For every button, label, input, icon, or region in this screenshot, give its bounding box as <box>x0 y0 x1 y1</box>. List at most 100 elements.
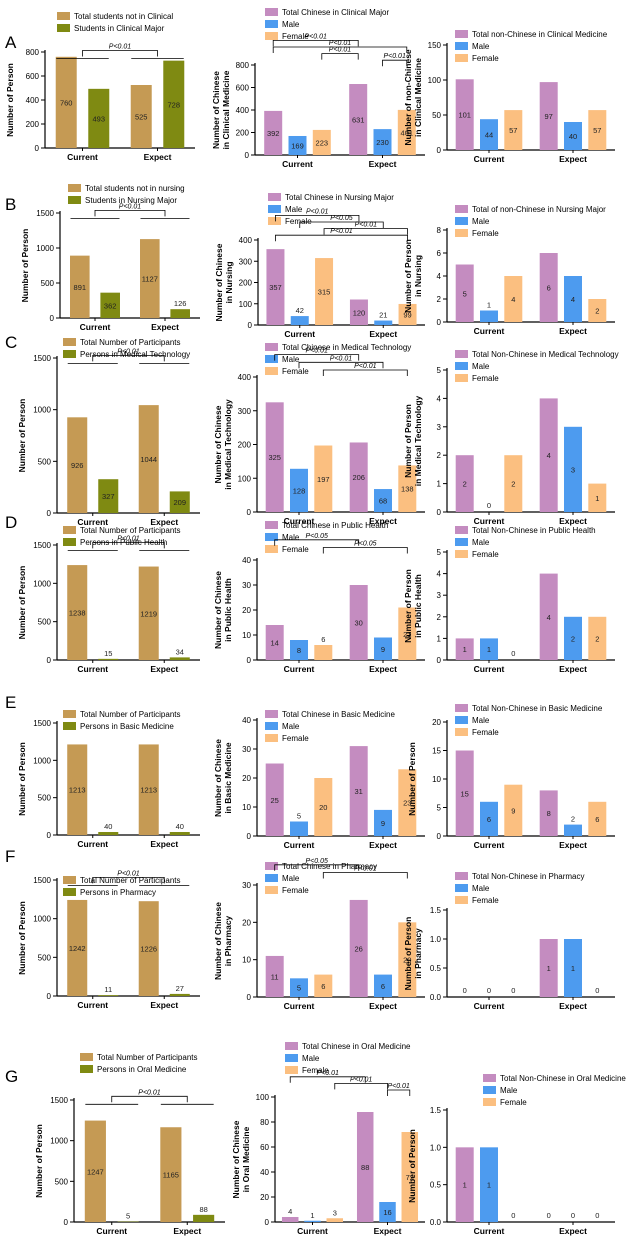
bar <box>55 56 77 148</box>
bar <box>138 405 159 513</box>
bar <box>588 616 607 660</box>
x-tick-label: Current <box>297 1226 328 1236</box>
legend-label: Male <box>472 538 490 547</box>
bar <box>315 258 334 325</box>
bar <box>98 658 119 660</box>
legend-swatch <box>455 704 468 712</box>
x-tick-label: Current <box>474 326 505 336</box>
data-label: 99 <box>403 310 411 319</box>
data-label: 1 <box>463 1181 467 1190</box>
sig-bracket <box>94 210 166 217</box>
legend-label: Female <box>282 32 309 41</box>
y-tick-label: 400 <box>238 373 252 382</box>
y-tick-label: 1000 <box>33 915 51 924</box>
sig-label: P<0.01 <box>355 222 377 229</box>
data-label: 0 <box>487 501 491 510</box>
bar <box>539 82 558 150</box>
y-axis-label-line: in Clinical Medicine <box>413 58 423 137</box>
data-label: 27 <box>176 984 184 993</box>
sig-bracket <box>272 40 359 47</box>
chart-G6-1: 0 20 40 60 80 100 Number of Chinesein Oral Med… <box>231 1042 425 1236</box>
legend-label: Female <box>472 229 499 238</box>
y-axis-label: Number of Chinesein Basic Medicine <box>213 739 233 817</box>
data-label: 5 <box>297 812 301 821</box>
bar <box>373 129 392 155</box>
bar <box>504 276 523 322</box>
x-tick-label: Expect <box>559 516 587 526</box>
bar <box>374 974 392 997</box>
bar <box>374 809 392 836</box>
y-axis-label: Number of Person <box>34 1124 44 1198</box>
y-tick-label: 10 <box>242 956 251 965</box>
bar <box>84 1120 106 1222</box>
bar <box>100 292 120 318</box>
data-label: 2 <box>463 480 467 489</box>
y-axis-label: Number of Chinesein Clinical Medicine <box>211 70 231 149</box>
legend-swatch <box>455 374 468 382</box>
bar <box>264 110 283 155</box>
legend-label: Students in Clinical Major <box>74 24 165 33</box>
legend-swatch <box>285 1066 298 1074</box>
data-label: 0 <box>511 1211 515 1220</box>
y-axis-label: Number of Chinesein Pharmacy <box>213 902 233 980</box>
legend-swatch <box>268 205 281 213</box>
data-label: 0 <box>595 986 599 995</box>
x-tick-label: Current <box>284 664 315 674</box>
bar <box>290 978 308 997</box>
bar <box>588 110 607 150</box>
chart-D3-0: 0 500 1000 1500 Number of Person Current Expec… <box>17 526 200 674</box>
legend-swatch <box>455 538 468 546</box>
sig-bracket <box>298 361 384 369</box>
sig-bracket <box>322 872 408 879</box>
legend-label: Male <box>302 1054 320 1063</box>
bar <box>265 402 284 512</box>
y-tick-label: 80 <box>260 1118 269 1127</box>
legend-swatch <box>80 1065 93 1073</box>
y-tick-label: 0 <box>64 1218 69 1227</box>
sig-bracket <box>92 542 165 549</box>
legend-label: Persons in Basic Medicine <box>80 722 174 731</box>
y-axis-label-line: in Clinical Medicine <box>221 70 231 149</box>
legend-swatch <box>265 886 278 894</box>
bar <box>588 483 607 512</box>
legend-swatch <box>265 545 278 553</box>
data-label: 57 <box>593 126 601 135</box>
bar <box>398 922 417 997</box>
y-axis-label-line: in Pharmacy <box>223 915 233 966</box>
bar <box>314 445 333 512</box>
y-axis-label-line: Number of Person <box>403 404 413 478</box>
y-tick-label: 1500 <box>50 1096 68 1105</box>
data-label: 9 <box>381 645 385 654</box>
legend-label: Female <box>285 217 312 226</box>
data-label: 3 <box>333 1208 337 1217</box>
x-tick-label: Current <box>284 516 315 526</box>
data-label: 68 <box>379 497 387 506</box>
legend-swatch <box>265 343 278 351</box>
sig-label: P<0.01 <box>119 203 141 210</box>
x-tick-label: Current <box>284 840 315 850</box>
legend-swatch <box>57 24 70 32</box>
legend-label: Total Non-Chinese in Medical Technology <box>472 350 619 359</box>
bar <box>326 1218 344 1222</box>
legend-label: Female <box>472 54 499 63</box>
legend-label: Male <box>285 205 303 214</box>
data-label: 525 <box>135 113 148 122</box>
legend-label: Male <box>472 716 490 725</box>
y-tick-label: 1 <box>437 480 442 489</box>
y-tick-label: 0 <box>265 1218 270 1227</box>
y-tick-label: 1000 <box>33 756 51 765</box>
sig-bracket <box>334 1083 388 1090</box>
legend-swatch <box>455 30 468 38</box>
data-label: 1226 <box>140 945 157 954</box>
y-tick-label: 20 <box>242 918 251 927</box>
bar <box>290 468 308 512</box>
y-axis-label-line: Number of Chinese <box>213 739 223 817</box>
data-label: 493 <box>93 114 106 123</box>
data-label: 1 <box>310 1211 314 1220</box>
y-tick-label: 1000 <box>33 579 51 588</box>
x-tick-label: Expect <box>374 1226 402 1236</box>
data-label: 21 <box>403 630 411 639</box>
y-tick-label: 300 <box>238 407 252 416</box>
bar <box>588 801 607 836</box>
